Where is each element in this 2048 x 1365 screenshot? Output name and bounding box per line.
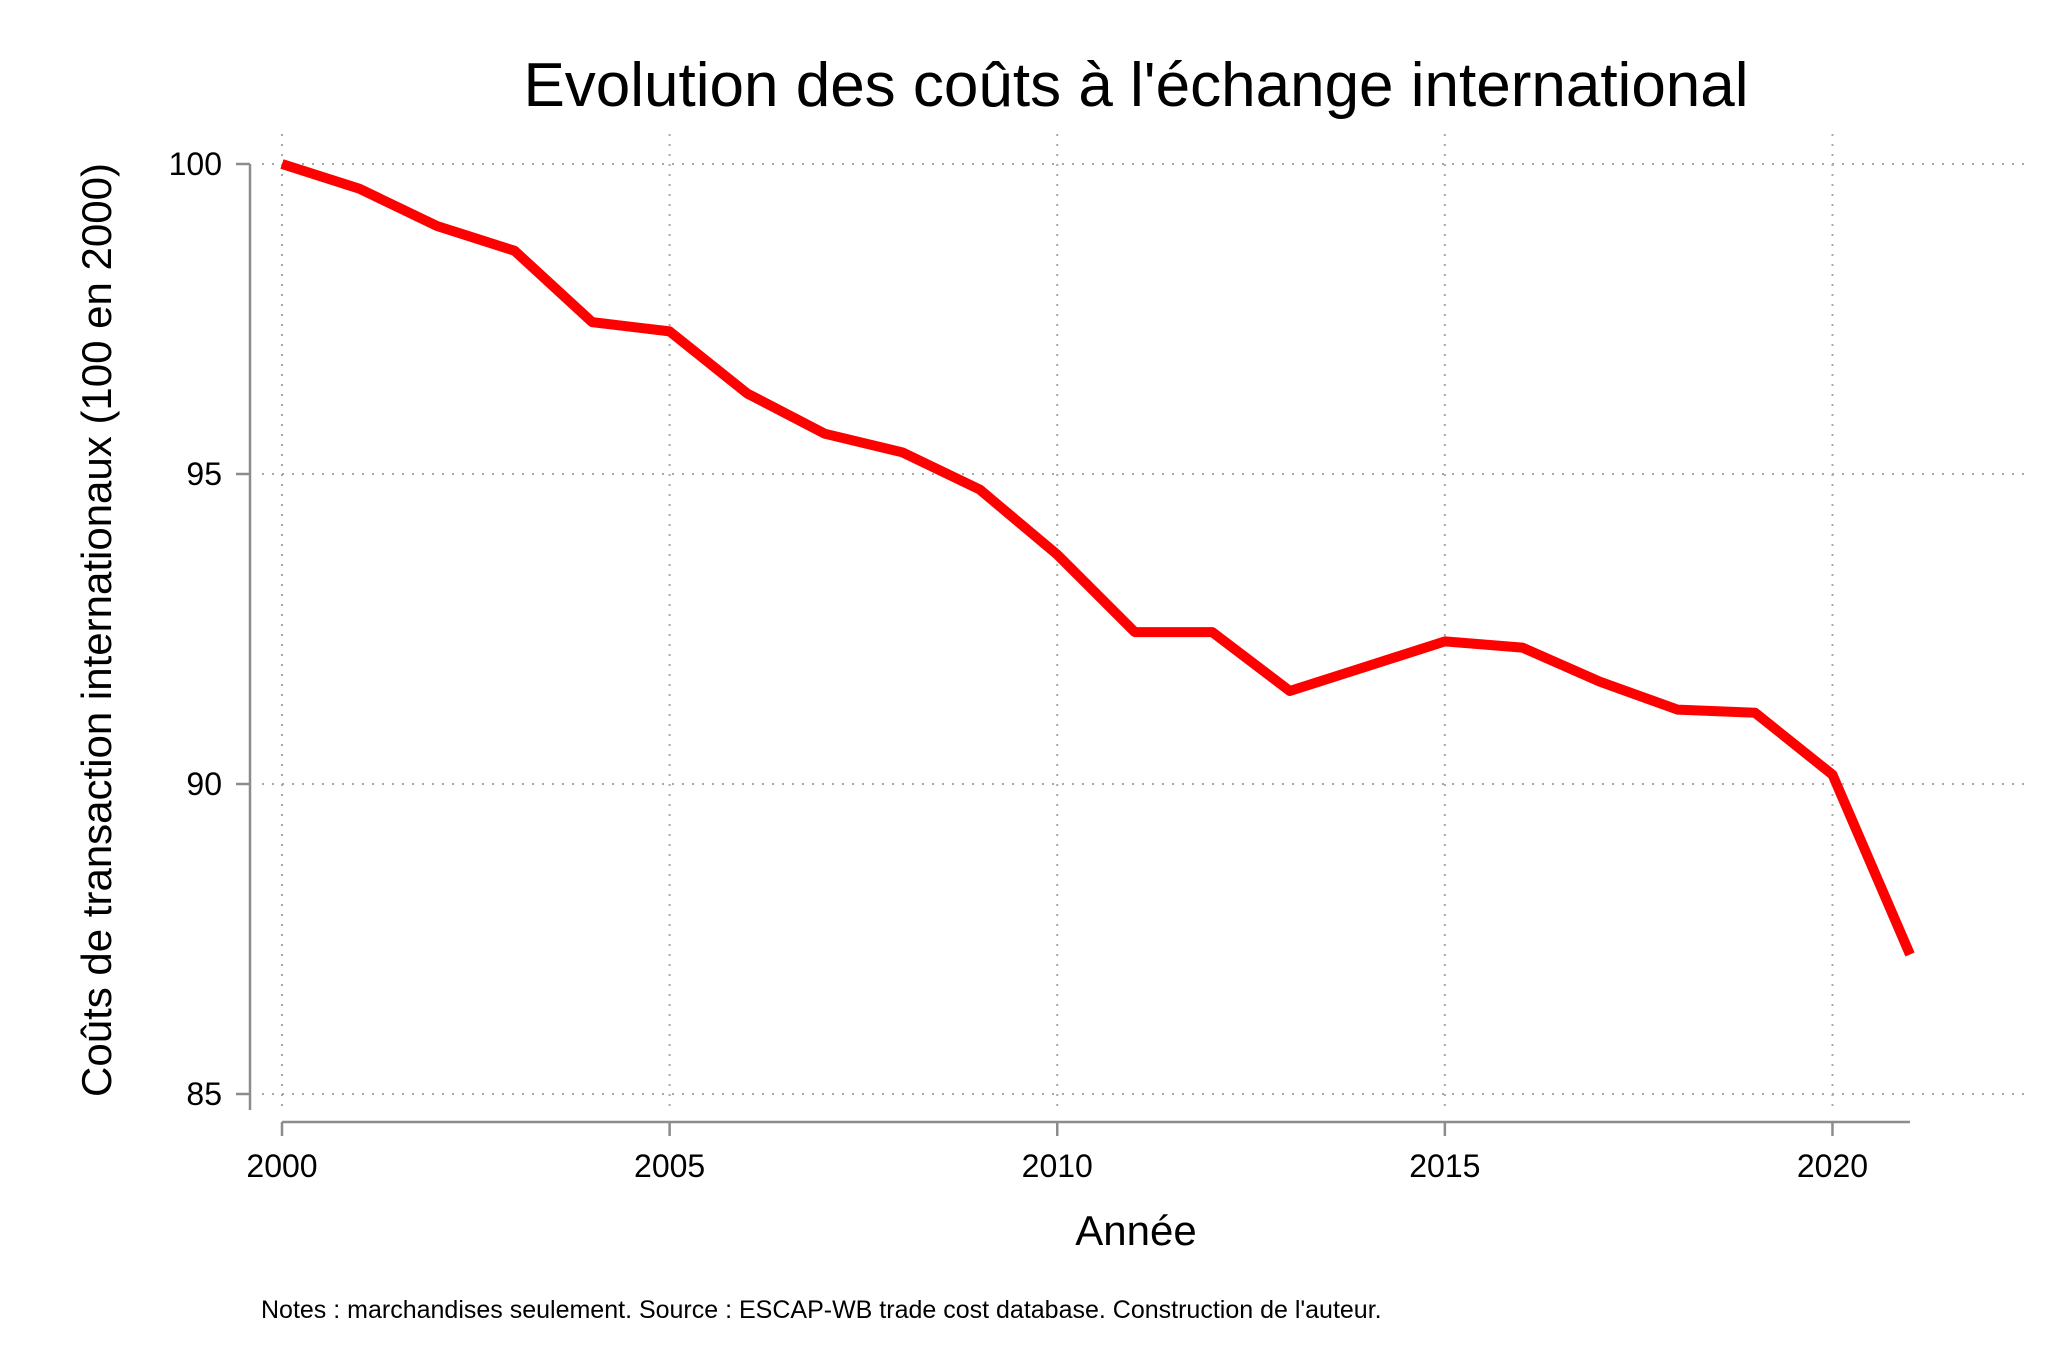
axes <box>236 162 1910 1136</box>
x-tick-label: 2005 <box>634 1148 705 1184</box>
y-tick-labels: 85 90 95 100 <box>169 146 222 1112</box>
y-axis-title: Coûts de transaction internationaux (100… <box>73 163 120 1097</box>
x-tick-label: 2015 <box>1409 1148 1480 1184</box>
x-tick-label: 2000 <box>246 1148 317 1184</box>
y-tick-label: 85 <box>186 1076 222 1112</box>
chart-title: Evolution des coûts à l'échange internat… <box>523 51 1748 120</box>
chart-note: Notes : marchandises seulement. Source :… <box>261 1296 1382 1324</box>
y-tick-label: 95 <box>186 456 222 492</box>
gridlines <box>262 134 2025 1108</box>
x-tick-label: 2020 <box>1797 1148 1868 1184</box>
x-tick-label: 2010 <box>1022 1148 1093 1184</box>
series-line-0 <box>280 159 1915 957</box>
series-group <box>280 159 1915 957</box>
x-axis-title: Année <box>1075 1207 1196 1254</box>
y-tick-label: 100 <box>169 146 222 182</box>
y-tick-label: 90 <box>186 766 222 802</box>
x-tick-labels: 2000 2005 2010 2015 2020 <box>246 1148 1868 1184</box>
